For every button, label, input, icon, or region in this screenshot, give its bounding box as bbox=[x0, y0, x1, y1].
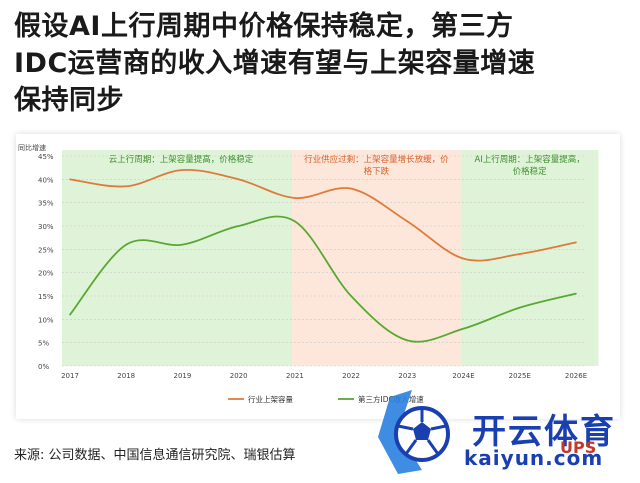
phase-label: 格下跌 bbox=[364, 166, 390, 177]
y-tick-label: 45% bbox=[38, 153, 54, 161]
y-tick-label: 25% bbox=[38, 246, 54, 254]
x-tick-label: 2022 bbox=[342, 372, 360, 380]
x-tick-label: 2024E bbox=[452, 372, 474, 380]
y-tick-label: 40% bbox=[38, 176, 54, 184]
y-tick-label: 30% bbox=[38, 223, 54, 231]
series-0-point bbox=[462, 257, 465, 260]
phase-band-0 bbox=[62, 150, 293, 366]
x-tick-label: 2020 bbox=[230, 372, 248, 380]
legend-label: 行业上架容量 bbox=[248, 394, 293, 404]
title-line-2: IDC运营商的收入增速有望与上架容量增速 bbox=[14, 48, 536, 79]
phase-label: AI上行周期：上架容量提高， bbox=[474, 154, 584, 165]
series-1-point bbox=[237, 225, 240, 227]
series-1-point bbox=[462, 327, 465, 330]
y-tick-label: 0% bbox=[38, 363, 49, 371]
y-tick-label: 10% bbox=[38, 316, 54, 324]
series-1-point bbox=[125, 243, 128, 246]
series-line-0 bbox=[69, 168, 577, 262]
series-1-point bbox=[406, 339, 409, 342]
phase-band-2 bbox=[460, 150, 599, 366]
series-1-point bbox=[294, 220, 296, 223]
x-tick-label: 2021 bbox=[286, 372, 304, 380]
series-0-point bbox=[406, 220, 409, 223]
x-tick-label: 2017 bbox=[61, 372, 79, 380]
phase-band-1 bbox=[292, 150, 461, 366]
series-line-1 bbox=[69, 215, 577, 343]
y-tick-label: 20% bbox=[38, 270, 54, 278]
series-0-point bbox=[181, 169, 184, 171]
series-0-point bbox=[350, 187, 352, 190]
series-1-point bbox=[350, 295, 352, 297]
phase-label: 价格稳定 bbox=[513, 166, 548, 177]
series-0-point bbox=[69, 178, 71, 181]
line-chart: 0% 5% 10% 15% 20% 25% 30% 35% 40% 45%同比增速 2017 2018… bbox=[18, 143, 599, 404]
series-0-point bbox=[294, 197, 296, 199]
title-line-1: 假设AI上行周期中价格保持稳定，第三方 bbox=[14, 11, 514, 42]
series-0-point bbox=[575, 241, 577, 244]
phase-label: 云上行周期：上架容量提高，价格稳定 bbox=[109, 154, 254, 165]
title-line-3: 保持同步 bbox=[14, 85, 124, 116]
chart-card: 0% 5% 10% 15% 20% 25% 30% 35% 40% 45% 同比增速 2017 2018… bbox=[16, 134, 620, 419]
logo-text-mark: UPS bbox=[560, 438, 597, 457]
x-tick-label: 2025E bbox=[509, 372, 531, 380]
x-tick-label: 2019 bbox=[174, 372, 192, 380]
series-0-point bbox=[237, 178, 240, 181]
y-tick-label: 15% bbox=[38, 293, 54, 301]
logo-text-en: kaiyun.com bbox=[464, 446, 604, 470]
y-axis-label: 同比增速 bbox=[18, 143, 46, 152]
y-tick-label: 5% bbox=[38, 340, 49, 348]
x-tick-label: 2018 bbox=[117, 372, 135, 380]
logo-text-zh: 开云体育 bbox=[472, 412, 616, 452]
soccer-ball-logo-icon bbox=[378, 390, 450, 474]
source-note: 来源: 公司数据、中国信息通信研究院、瑞银估算 bbox=[14, 448, 296, 463]
phase-label: 行业供应过剩：上架容量增长放缓，价 bbox=[304, 154, 449, 165]
x-tick-label: 2026E bbox=[565, 372, 587, 380]
series-1-point bbox=[69, 313, 71, 316]
page-title: 假设AI上行周期中价格保持稳定，第三方 IDC运营商的收入增速有望与上架容量增速… bbox=[14, 8, 614, 119]
y-tick-label: 35% bbox=[38, 200, 54, 208]
series-1-point bbox=[575, 292, 577, 295]
series-1-point bbox=[518, 306, 521, 309]
series-0-point bbox=[125, 185, 128, 188]
series-0-point bbox=[518, 253, 521, 255]
x-tick-label: 2023 bbox=[398, 372, 416, 380]
series-1-point bbox=[181, 243, 184, 246]
